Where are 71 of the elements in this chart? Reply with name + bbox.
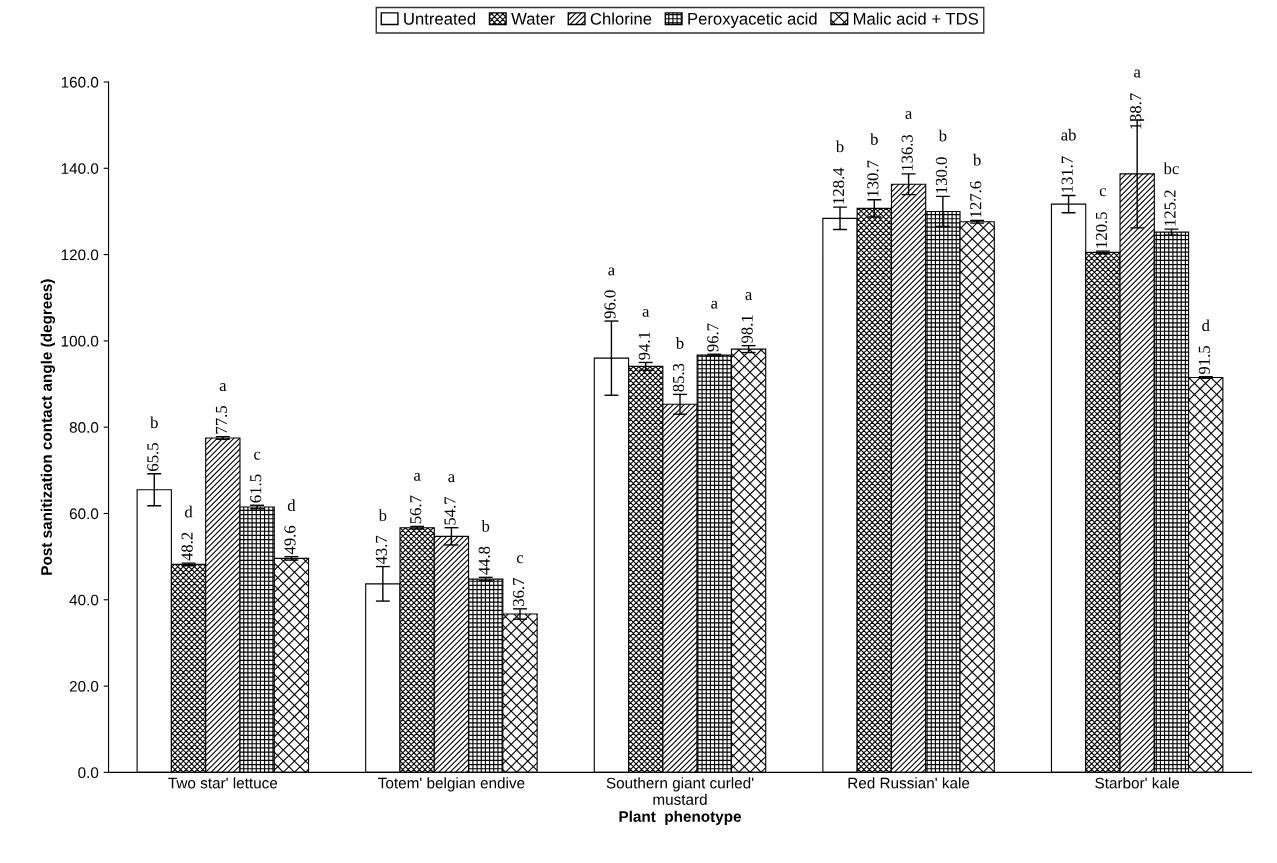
data-label: 136.3 <box>901 134 913 171</box>
annotation: d <box>1202 319 1210 332</box>
y-tick-label: 0.0 <box>78 767 99 779</box>
y-tick-label: 160.0 <box>61 76 99 88</box>
x-tick-label: Starbor' kale <box>1095 777 1180 789</box>
annotation: d <box>184 505 193 518</box>
annotation: d <box>287 499 296 512</box>
y-tick-label: 120.0 <box>61 249 99 261</box>
data-label: 91.5 <box>1198 346 1210 375</box>
data-label: 125.2 <box>1164 190 1176 226</box>
data-label: 127.6 <box>970 181 982 217</box>
annotation: b <box>835 140 844 153</box>
annotation: b <box>972 153 981 166</box>
x-tick-label: Southern giant curled' mustard <box>606 777 754 805</box>
data-label: 98.1 <box>741 315 753 343</box>
data-label: 131.7 <box>1061 156 1073 192</box>
annotation: b <box>378 509 387 521</box>
annotation: c <box>516 555 524 564</box>
data-label: 48.2 <box>181 532 193 561</box>
y-tick-label: 20.0 <box>69 680 99 692</box>
annotation: a <box>608 267 615 276</box>
data-label: 49.6 <box>284 525 296 555</box>
annotation: a <box>414 472 421 481</box>
data-label: 65.5 <box>147 443 159 471</box>
annotation: a <box>711 300 718 309</box>
y-tick-label: 80.0 <box>69 422 99 433</box>
data-label: 54.7 <box>444 496 456 525</box>
annotation: b <box>870 133 878 145</box>
annotation: b <box>481 520 490 532</box>
data-label: 94.1 <box>638 332 650 360</box>
annotation: a <box>642 308 650 317</box>
data-label: 120.5 <box>1095 212 1108 248</box>
annotation: c <box>254 451 261 460</box>
data-label: 130.7 <box>867 160 879 197</box>
y-tick-label: 100.0 <box>61 335 99 347</box>
data-label: 96.7 <box>707 323 719 352</box>
data-label: 56.7 <box>410 495 422 524</box>
x-tick-label: Totem' belgian endive <box>378 777 525 792</box>
x-tick-label: Red Russian' kale <box>848 777 970 789</box>
data-label: 43.7 <box>375 535 388 565</box>
annotation: a <box>448 474 455 483</box>
legend-label: Peroxyacetic acid <box>688 12 817 29</box>
annotation: ab <box>1061 128 1076 141</box>
annotation: a <box>745 292 753 301</box>
data-label: 44.8 <box>478 546 490 575</box>
data-label: 61.5 <box>250 474 262 503</box>
x-tick-label: Two star' lettuce <box>168 777 278 789</box>
x-axis-title: Plant phenotype <box>619 810 742 825</box>
annotation: b <box>675 337 684 349</box>
legend-label: Chlorine <box>590 12 652 25</box>
y-tick-label: 40.0 <box>69 594 99 606</box>
annotation: a <box>219 383 227 392</box>
text: a <box>1134 69 1141 78</box>
legend-label: Untreated <box>404 12 476 25</box>
annotation: b <box>938 129 947 142</box>
data-label: 77.5 <box>215 406 228 434</box>
y-tick-label: 60.0 <box>69 508 99 520</box>
data-label: 96.0 <box>604 290 616 319</box>
annotation: c <box>1099 188 1107 197</box>
annotation: a <box>905 111 913 119</box>
annotation: bc <box>1163 162 1179 175</box>
data-label: 138.7 <box>1130 93 1142 129</box>
data-label: 85.3 <box>672 363 685 392</box>
annotation: b <box>150 416 158 429</box>
legend-label: Water <box>511 13 555 25</box>
data-label: 36.7 <box>512 578 525 606</box>
data-label: 128.4 <box>832 167 845 204</box>
y-axis-title: Post sanitization contact angle (degrees) <box>40 279 56 575</box>
legend-label: Malic acid + TDS <box>853 12 978 25</box>
y-tick-label: 140.0 <box>61 163 99 174</box>
data-label: 130.0 <box>935 157 948 193</box>
